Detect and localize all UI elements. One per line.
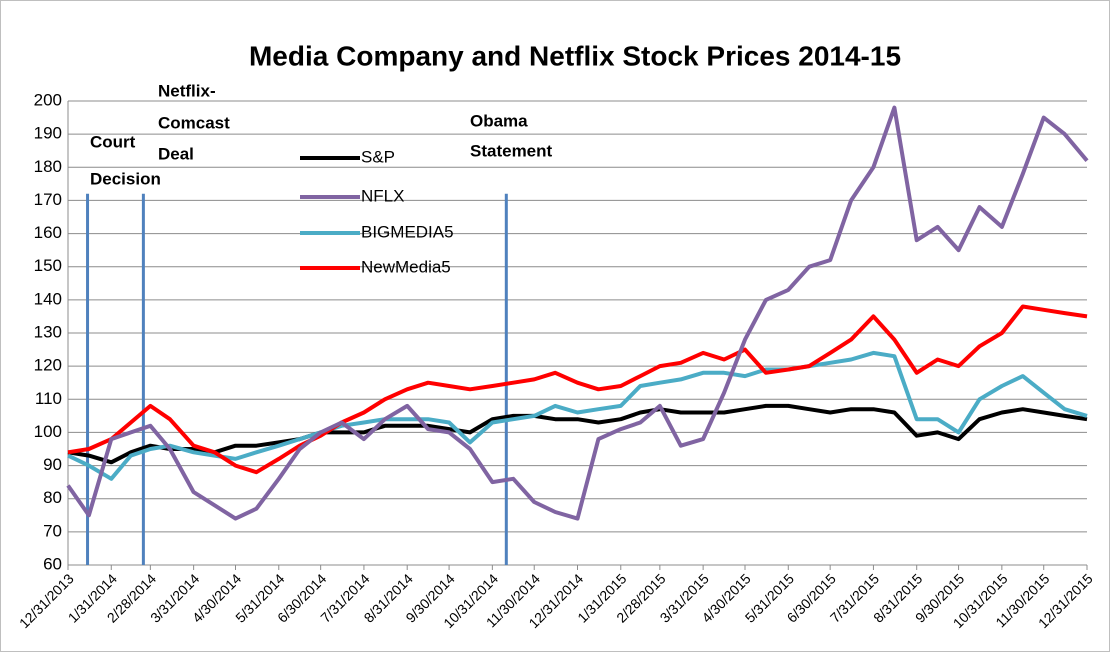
series-line xyxy=(67,304,1088,475)
annotation: Netflix- xyxy=(158,81,216,100)
legend-label: NFLX xyxy=(361,186,404,205)
y-tick-label: 180 xyxy=(34,157,62,176)
y-tick-label: 60 xyxy=(43,554,62,573)
y-tick-label: 120 xyxy=(34,356,62,375)
y-tick-label: 80 xyxy=(43,488,62,507)
legend-label: S&P xyxy=(361,147,395,166)
y-tick-label: 190 xyxy=(34,124,62,143)
y-tick-label: 140 xyxy=(34,289,62,308)
annotation: Decision xyxy=(90,169,161,188)
series-line xyxy=(66,105,1089,521)
annotation: Comcast xyxy=(158,113,230,132)
annotation: Statement xyxy=(470,141,553,160)
series-line xyxy=(67,403,1088,465)
y-tick-label: 100 xyxy=(34,422,62,441)
y-tick-label: 70 xyxy=(43,521,62,540)
y-tick-label: 170 xyxy=(34,190,62,209)
series-line xyxy=(67,350,1088,481)
annotation: Deal xyxy=(158,144,194,163)
annotation: Court xyxy=(90,132,136,151)
legend-label: BIGMEDIA5 xyxy=(361,222,454,241)
annotation: Obama xyxy=(470,111,528,130)
y-tick-label: 90 xyxy=(43,455,62,474)
y-tick-label: 200 xyxy=(34,90,62,109)
chart-title: Media Company and Netflix Stock Prices 2… xyxy=(249,40,901,71)
y-tick-label: 130 xyxy=(34,322,62,341)
y-tick-label: 160 xyxy=(34,223,62,242)
y-tick-label: 150 xyxy=(34,256,62,275)
y-tick-label: 110 xyxy=(35,389,62,408)
legend-label: NewMedia5 xyxy=(361,257,451,276)
